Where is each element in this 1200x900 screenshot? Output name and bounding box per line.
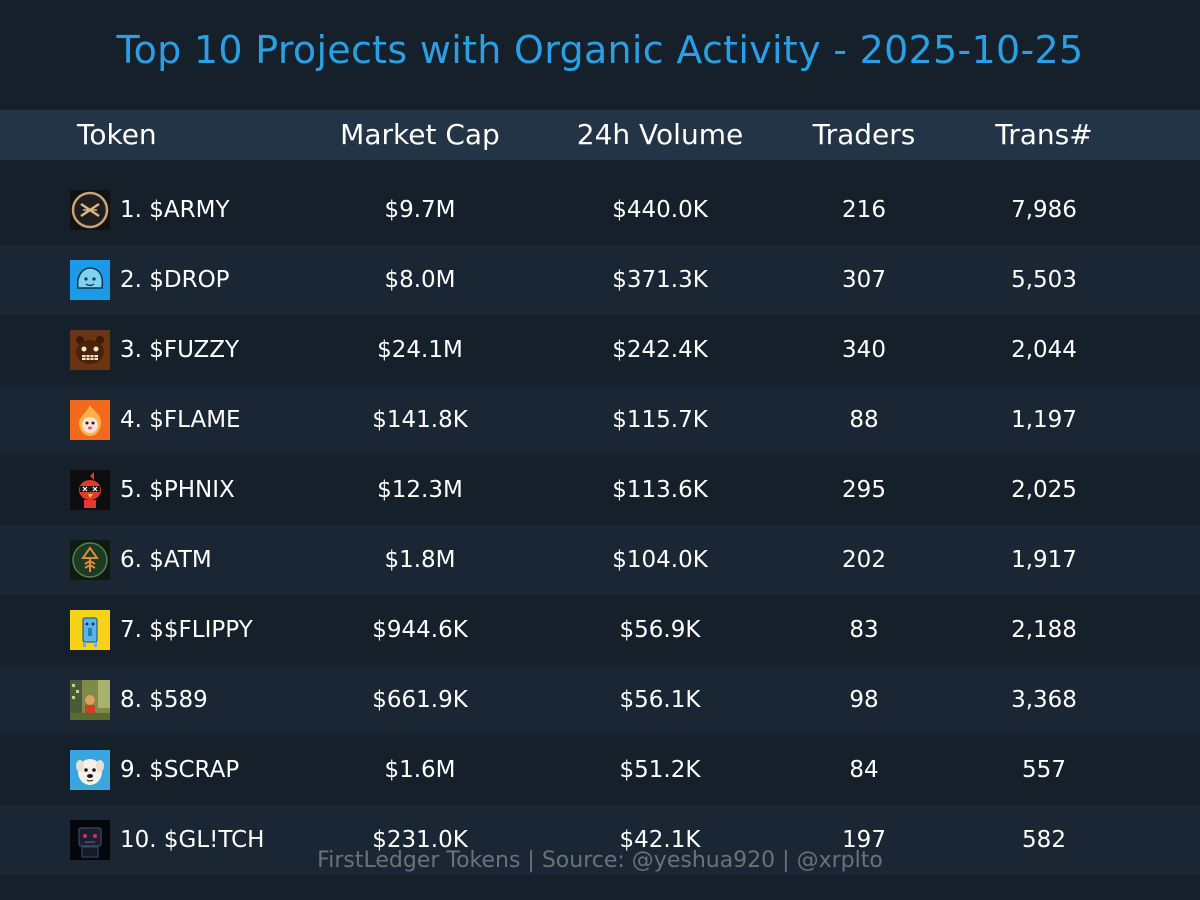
market-cap-cell: $661.9K xyxy=(372,687,468,713)
army-logo-icon xyxy=(70,190,110,230)
drop-logo-icon xyxy=(70,260,110,300)
transactions-cell: 1,917 xyxy=(1011,547,1077,573)
chart-title: Top 10 Projects with Organic Activity - … xyxy=(116,28,1084,72)
market-cap-cell: $24.1M xyxy=(377,337,463,363)
table-header: Token Market Cap 24h Volume Traders Tran… xyxy=(0,110,1200,160)
volume-cell: $440.0K xyxy=(612,197,708,223)
traders-cell: 84 xyxy=(849,757,879,783)
glitch-logo-icon xyxy=(70,820,110,860)
transactions-cell: 7,986 xyxy=(1011,197,1077,223)
transactions-cell: 2,188 xyxy=(1011,617,1077,643)
traders-cell: 216 xyxy=(842,197,886,223)
table-row: 5. $PHNIX $12.3M $113.6K 295 2,025 xyxy=(0,455,1200,525)
table-row: 6. $ATM $1.8M $104.0K 202 1,917 xyxy=(0,525,1200,595)
transactions-cell: 1,197 xyxy=(1011,407,1077,433)
transactions-cell: 2,025 xyxy=(1011,477,1077,503)
transactions-cell: 557 xyxy=(1022,757,1066,783)
table-row: 10. $GL!TCH $231.0K $42.1K 197 582 xyxy=(0,805,1200,875)
market-cap-cell: $8.0M xyxy=(384,267,456,293)
volume-cell: $51.2K xyxy=(619,757,701,783)
token-name: 7. $$FLIPPY xyxy=(120,617,253,643)
table-body: 1. $ARMY $9.7M $440.0K 216 7,986 2. $DROP $8.0… xyxy=(0,175,1200,875)
market-cap-cell: $12.3M xyxy=(377,477,463,503)
traders-cell: 83 xyxy=(849,617,879,643)
column-header-traders: Traders xyxy=(812,118,916,151)
transactions-cell: 582 xyxy=(1022,827,1066,853)
column-header-market-cap: Market Cap xyxy=(340,118,500,151)
traders-cell: 202 xyxy=(842,547,886,573)
scrap-logo-icon xyxy=(70,750,110,790)
volume-cell: $113.6K xyxy=(612,477,708,503)
market-cap-cell: $944.6K xyxy=(372,617,468,643)
table-row: 8. $589 $661.9K $56.1K 98 3,368 xyxy=(0,665,1200,735)
market-cap-cell: $9.7M xyxy=(384,197,456,223)
token-name: 8. $589 xyxy=(120,687,208,713)
traders-cell: 340 xyxy=(842,337,886,363)
volume-cell: $42.1K xyxy=(619,827,701,853)
market-cap-cell: $1.6M xyxy=(384,757,456,783)
table-row: 9. $SCRAP $1.6M $51.2K 84 557 xyxy=(0,735,1200,805)
market-cap-cell: $1.8M xyxy=(384,547,456,573)
column-header-volume: 24h Volume xyxy=(576,118,744,151)
token-name: 3. $FUZZY xyxy=(120,337,240,363)
token-name: 1. $ARMY xyxy=(120,197,230,223)
table-row: 7. $$FLIPPY $944.6K $56.9K 83 2,188 xyxy=(0,595,1200,665)
fuzzy-logo-icon xyxy=(70,330,110,370)
volume-cell: $56.9K xyxy=(619,617,701,643)
table-row: 4. $FLAME $141.8K $115.7K 88 1,197 xyxy=(0,385,1200,455)
token-name: 9. $SCRAP xyxy=(120,757,240,783)
traders-cell: 307 xyxy=(842,267,886,293)
transactions-cell: 3,368 xyxy=(1011,687,1077,713)
token-name: 10. $GL!TCH xyxy=(120,827,265,853)
flame-logo-icon xyxy=(70,400,110,440)
token-name: 4. $FLAME xyxy=(120,407,241,433)
volume-cell: $371.3K xyxy=(612,267,708,293)
token-name: 5. $PHNIX xyxy=(120,477,235,503)
transactions-cell: 2,044 xyxy=(1011,337,1077,363)
table-row: 1. $ARMY $9.7M $440.0K 216 7,986 xyxy=(0,175,1200,245)
volume-cell: $56.1K xyxy=(619,687,701,713)
market-cap-cell: $231.0K xyxy=(372,827,468,853)
table-row: 2. $DROP $8.0M $371.3K 307 5,503 xyxy=(0,245,1200,315)
traders-cell: 98 xyxy=(849,687,879,713)
volume-cell: $115.7K xyxy=(612,407,708,433)
token-name: 6. $ATM xyxy=(120,547,212,573)
589-logo-icon xyxy=(70,680,110,720)
traders-cell: 295 xyxy=(842,477,886,503)
volume-cell: $104.0K xyxy=(612,547,708,573)
flippy-logo-icon xyxy=(70,610,110,650)
traders-cell: 88 xyxy=(849,407,879,433)
column-header-token: Token xyxy=(77,118,157,151)
chart-footer: FirstLedger Tokens | Source: @yeshua920 … xyxy=(317,848,883,873)
column-header-transactions: Trans# xyxy=(995,118,1093,151)
traders-cell: 197 xyxy=(842,827,886,853)
market-cap-cell: $141.8K xyxy=(372,407,468,433)
volume-cell: $242.4K xyxy=(612,337,708,363)
phnix-logo-icon xyxy=(70,470,110,510)
transactions-cell: 5,503 xyxy=(1011,267,1077,293)
atm-logo-icon xyxy=(70,540,110,580)
token-name: 2. $DROP xyxy=(120,267,230,293)
table-row: 3. $FUZZY $24.1M $242.4K 340 2,044 xyxy=(0,315,1200,385)
